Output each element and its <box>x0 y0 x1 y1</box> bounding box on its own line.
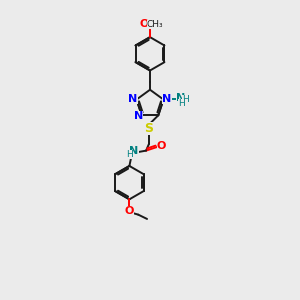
Text: O: O <box>140 20 149 29</box>
Text: N: N <box>128 94 138 104</box>
Text: H: H <box>126 151 133 160</box>
Text: N: N <box>176 92 185 103</box>
Text: N: N <box>134 111 143 121</box>
Text: H: H <box>182 95 189 104</box>
Text: O: O <box>125 206 134 216</box>
Text: O: O <box>157 141 166 151</box>
Text: S: S <box>145 122 154 135</box>
Text: CH₃: CH₃ <box>147 20 163 29</box>
Text: H: H <box>178 98 185 107</box>
Text: N: N <box>162 94 172 104</box>
Text: N: N <box>129 146 139 156</box>
